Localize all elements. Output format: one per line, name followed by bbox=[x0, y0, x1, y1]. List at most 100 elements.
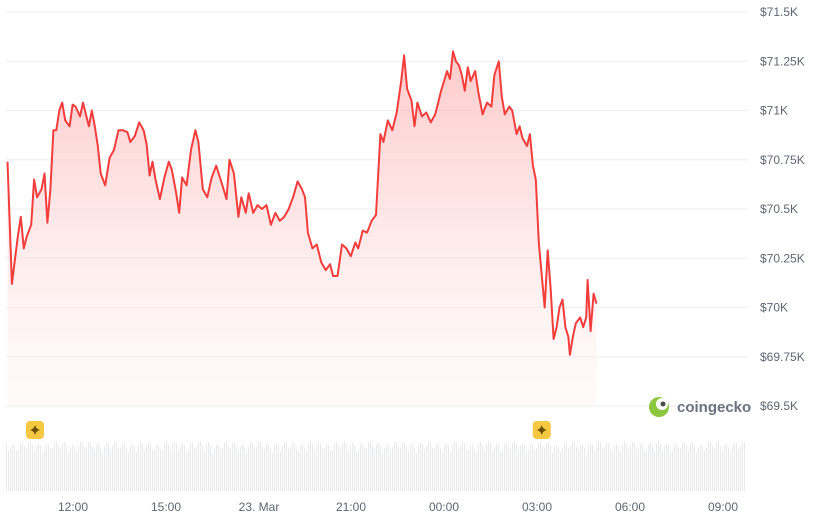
volume-bar bbox=[18, 449, 19, 491]
volume-bar bbox=[16, 450, 17, 491]
volume-bar bbox=[28, 442, 29, 491]
volume-bar bbox=[232, 442, 233, 491]
volume-bar bbox=[528, 449, 529, 491]
volume-bar bbox=[434, 448, 435, 491]
volume-bar bbox=[376, 443, 377, 491]
volume-bar bbox=[516, 444, 517, 491]
volume-bar bbox=[238, 452, 239, 491]
volume-bar bbox=[318, 441, 319, 491]
volume-bar bbox=[590, 443, 591, 491]
volume-bar bbox=[170, 450, 171, 491]
volume-bar bbox=[450, 452, 451, 491]
volume-bar bbox=[512, 443, 513, 491]
sparkle-badge-icon[interactable] bbox=[532, 421, 551, 439]
y-axis: $71.5K $71.25K $71K $70.75K $70.5K $70.25K $70… bbox=[760, 5, 805, 413]
volume-bar bbox=[636, 449, 637, 491]
volume-bar bbox=[600, 442, 601, 491]
volume-bar bbox=[362, 443, 363, 491]
volume-bar bbox=[46, 443, 47, 491]
volume-bar bbox=[70, 447, 71, 491]
sparkle-badge-icon[interactable] bbox=[26, 421, 45, 439]
volume-bar bbox=[436, 443, 437, 491]
volume-bar bbox=[380, 445, 381, 491]
volume-bar bbox=[442, 452, 443, 491]
coingecko-watermark-text: coingecko bbox=[677, 399, 751, 416]
volume-bar bbox=[610, 448, 611, 491]
volume-bar bbox=[188, 449, 189, 491]
volume-bar bbox=[30, 441, 31, 491]
volume-bar bbox=[598, 441, 599, 491]
volume-bar bbox=[566, 442, 567, 491]
volume-bar bbox=[478, 444, 479, 491]
volume-bar bbox=[358, 449, 359, 491]
volume-bar bbox=[658, 441, 659, 491]
volume-bar bbox=[356, 452, 357, 491]
volume-bar bbox=[448, 446, 449, 491]
volume-bar bbox=[110, 450, 111, 491]
volume-bar bbox=[684, 441, 685, 491]
volume-bar bbox=[572, 441, 573, 491]
x-tick-label: 00:00 bbox=[429, 500, 459, 514]
volume-bar bbox=[272, 453, 273, 491]
volume-bar bbox=[66, 446, 67, 491]
volume-bar bbox=[228, 446, 229, 491]
x-tick-label: 12:00 bbox=[58, 500, 88, 514]
volume-bar bbox=[674, 444, 675, 491]
volume-bar bbox=[526, 452, 527, 491]
volume-bar bbox=[10, 447, 11, 491]
volume-bar bbox=[398, 447, 399, 491]
volume-bar bbox=[544, 448, 545, 491]
volume-bar bbox=[364, 448, 365, 491]
volume-bar bbox=[24, 446, 25, 491]
volume-bar bbox=[430, 442, 431, 491]
price-line[interactable] bbox=[6, 50, 598, 356]
volume-bar bbox=[22, 442, 23, 491]
volume-bar bbox=[742, 441, 743, 491]
volume-bar bbox=[276, 443, 277, 491]
volume-bar bbox=[56, 441, 57, 491]
volume-bar bbox=[134, 446, 135, 491]
x-tick-label: 06:00 bbox=[615, 500, 645, 514]
volume-bar bbox=[482, 444, 483, 491]
x-tick-label: 15:00 bbox=[151, 500, 181, 514]
volume-bar bbox=[350, 445, 351, 491]
volume-bar bbox=[550, 445, 551, 491]
volume-bar bbox=[522, 442, 523, 491]
volume-bar bbox=[308, 444, 309, 491]
volume-bar bbox=[192, 443, 193, 491]
volume-bar bbox=[44, 449, 45, 491]
volume-bar bbox=[688, 450, 689, 491]
volume-bar bbox=[666, 443, 667, 491]
volume-bar bbox=[486, 444, 487, 491]
volume-bar bbox=[652, 445, 653, 491]
volume-bar bbox=[12, 444, 13, 491]
volume-bar bbox=[166, 441, 167, 491]
volume-bar bbox=[346, 444, 347, 491]
volume-bar bbox=[394, 442, 395, 491]
volume-bar bbox=[164, 443, 165, 491]
volume-bar bbox=[672, 450, 673, 491]
volume-bar bbox=[242, 444, 243, 491]
y-tick-label: $69.75K bbox=[760, 350, 805, 364]
volume-bar bbox=[406, 446, 407, 491]
volume-bar bbox=[632, 441, 633, 491]
volume-bar bbox=[230, 448, 231, 491]
volume-bar bbox=[172, 443, 173, 491]
volume-bar bbox=[266, 444, 267, 491]
volume-bar bbox=[488, 441, 489, 491]
volume-bar bbox=[294, 443, 295, 491]
volume-bar bbox=[182, 443, 183, 491]
volume-bar bbox=[484, 450, 485, 491]
volume-bar bbox=[278, 445, 279, 491]
volume-bar bbox=[146, 445, 147, 491]
volume-bar bbox=[668, 445, 669, 491]
volume-bar bbox=[616, 444, 617, 491]
volume-bar bbox=[622, 444, 623, 491]
volume-bar bbox=[258, 441, 259, 491]
event-markers[interactable] bbox=[26, 421, 551, 439]
volume-bar bbox=[624, 441, 625, 491]
volume-bar bbox=[468, 449, 469, 491]
volume-bar bbox=[96, 445, 97, 491]
volume-bar bbox=[348, 451, 349, 491]
